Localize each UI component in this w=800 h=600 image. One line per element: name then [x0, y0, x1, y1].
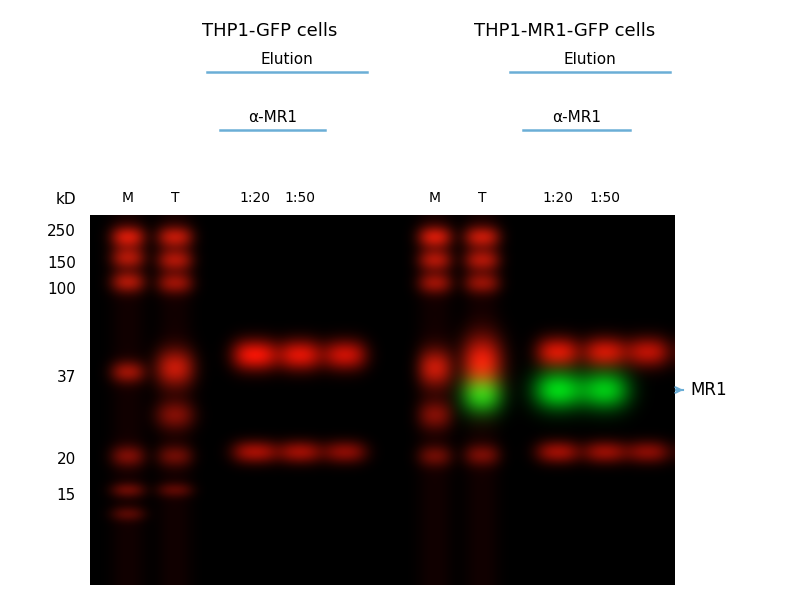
Text: MR1: MR1	[690, 381, 726, 399]
Text: 15: 15	[57, 487, 76, 503]
Text: 250: 250	[47, 224, 76, 239]
Text: 20: 20	[57, 452, 76, 467]
Text: T: T	[478, 191, 486, 205]
Text: α-IgG2a: α-IgG2a	[653, 215, 666, 262]
Text: T: T	[170, 191, 179, 205]
Text: 1:50: 1:50	[590, 191, 621, 205]
Text: Elution: Elution	[564, 52, 616, 67]
Text: 100: 100	[47, 283, 76, 298]
Text: Elution: Elution	[261, 52, 314, 67]
Text: M: M	[429, 191, 441, 205]
Text: kD: kD	[55, 192, 76, 207]
Text: 1:50: 1:50	[285, 191, 315, 205]
Text: 150: 150	[47, 256, 76, 271]
Text: M: M	[122, 191, 134, 205]
Text: THP1-GFP cells: THP1-GFP cells	[202, 22, 338, 40]
Text: α-IgG2a: α-IgG2a	[350, 215, 363, 262]
Text: 1:20: 1:20	[239, 191, 270, 205]
Text: α-MR1: α-MR1	[552, 110, 601, 125]
Text: α-MR1: α-MR1	[248, 110, 297, 125]
Text: 1:20: 1:20	[542, 191, 574, 205]
Text: 37: 37	[57, 370, 76, 385]
Text: THP1-MR1-GFP cells: THP1-MR1-GFP cells	[474, 22, 656, 40]
